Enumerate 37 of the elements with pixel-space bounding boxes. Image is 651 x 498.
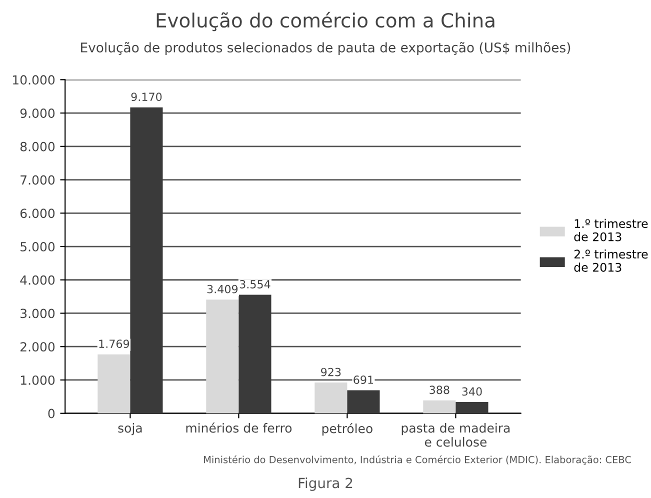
y-tick-label: 10.000: [13, 75, 55, 85]
x-tick-label: pasta de madeira e celulose: [402, 423, 510, 447]
x-tick-label: minérios de ferro: [186, 422, 292, 433]
y-tick-label: 3.000: [20, 308, 55, 318]
data-label: 1.769: [99, 340, 130, 348]
text: Ministério do Desenvolvimento, Indústria e Comércio Exterior (MDIC). Elaboração: CEBC: [204, 455, 631, 466]
bar: [347, 390, 380, 414]
y-tick-label: 9.000: [20, 108, 55, 118]
y-tick-label: 2.000: [20, 342, 55, 352]
data-label: 340: [462, 387, 482, 396]
bar: [314, 382, 348, 414]
y-tick-label: 0: [48, 408, 55, 418]
text: Figura 2: [298, 477, 352, 491]
bar: [238, 294, 272, 414]
data-label: 3.409: [207, 284, 238, 294]
legend-label: 1.º trimestre de 2013: [574, 218, 648, 242]
data-label: 923: [321, 368, 341, 376]
data-label: 691: [354, 376, 374, 384]
y-tick-label: 7.000: [20, 175, 55, 185]
bar: [456, 402, 488, 414]
data-label: 388: [430, 386, 450, 394]
x-tick-label: soja: [118, 423, 142, 436]
y-tick-label: 8.000: [20, 142, 55, 152]
legend-label: 2.º trimestre de 2013: [574, 249, 648, 272]
chart-subtitle: Evolução de produtos selecionados de pauta de exportação (US$ milhões): [81, 42, 570, 56]
y-tick-label: 4.000: [20, 275, 55, 285]
y-tick-label: 5.000: [20, 242, 55, 252]
data-label: 3.554: [240, 280, 270, 288]
bar: [130, 107, 163, 414]
x-tick-label: petróleo: [322, 423, 372, 436]
y-tick-label: 6.000: [20, 208, 55, 218]
data-label: 9.170: [131, 92, 162, 102]
bar: [423, 400, 456, 414]
chart-title: Evolução do comércio com a China: [156, 12, 494, 32]
bar: [98, 354, 130, 414]
y-tick-label: 1.000: [20, 375, 55, 385]
bar: [206, 300, 239, 414]
